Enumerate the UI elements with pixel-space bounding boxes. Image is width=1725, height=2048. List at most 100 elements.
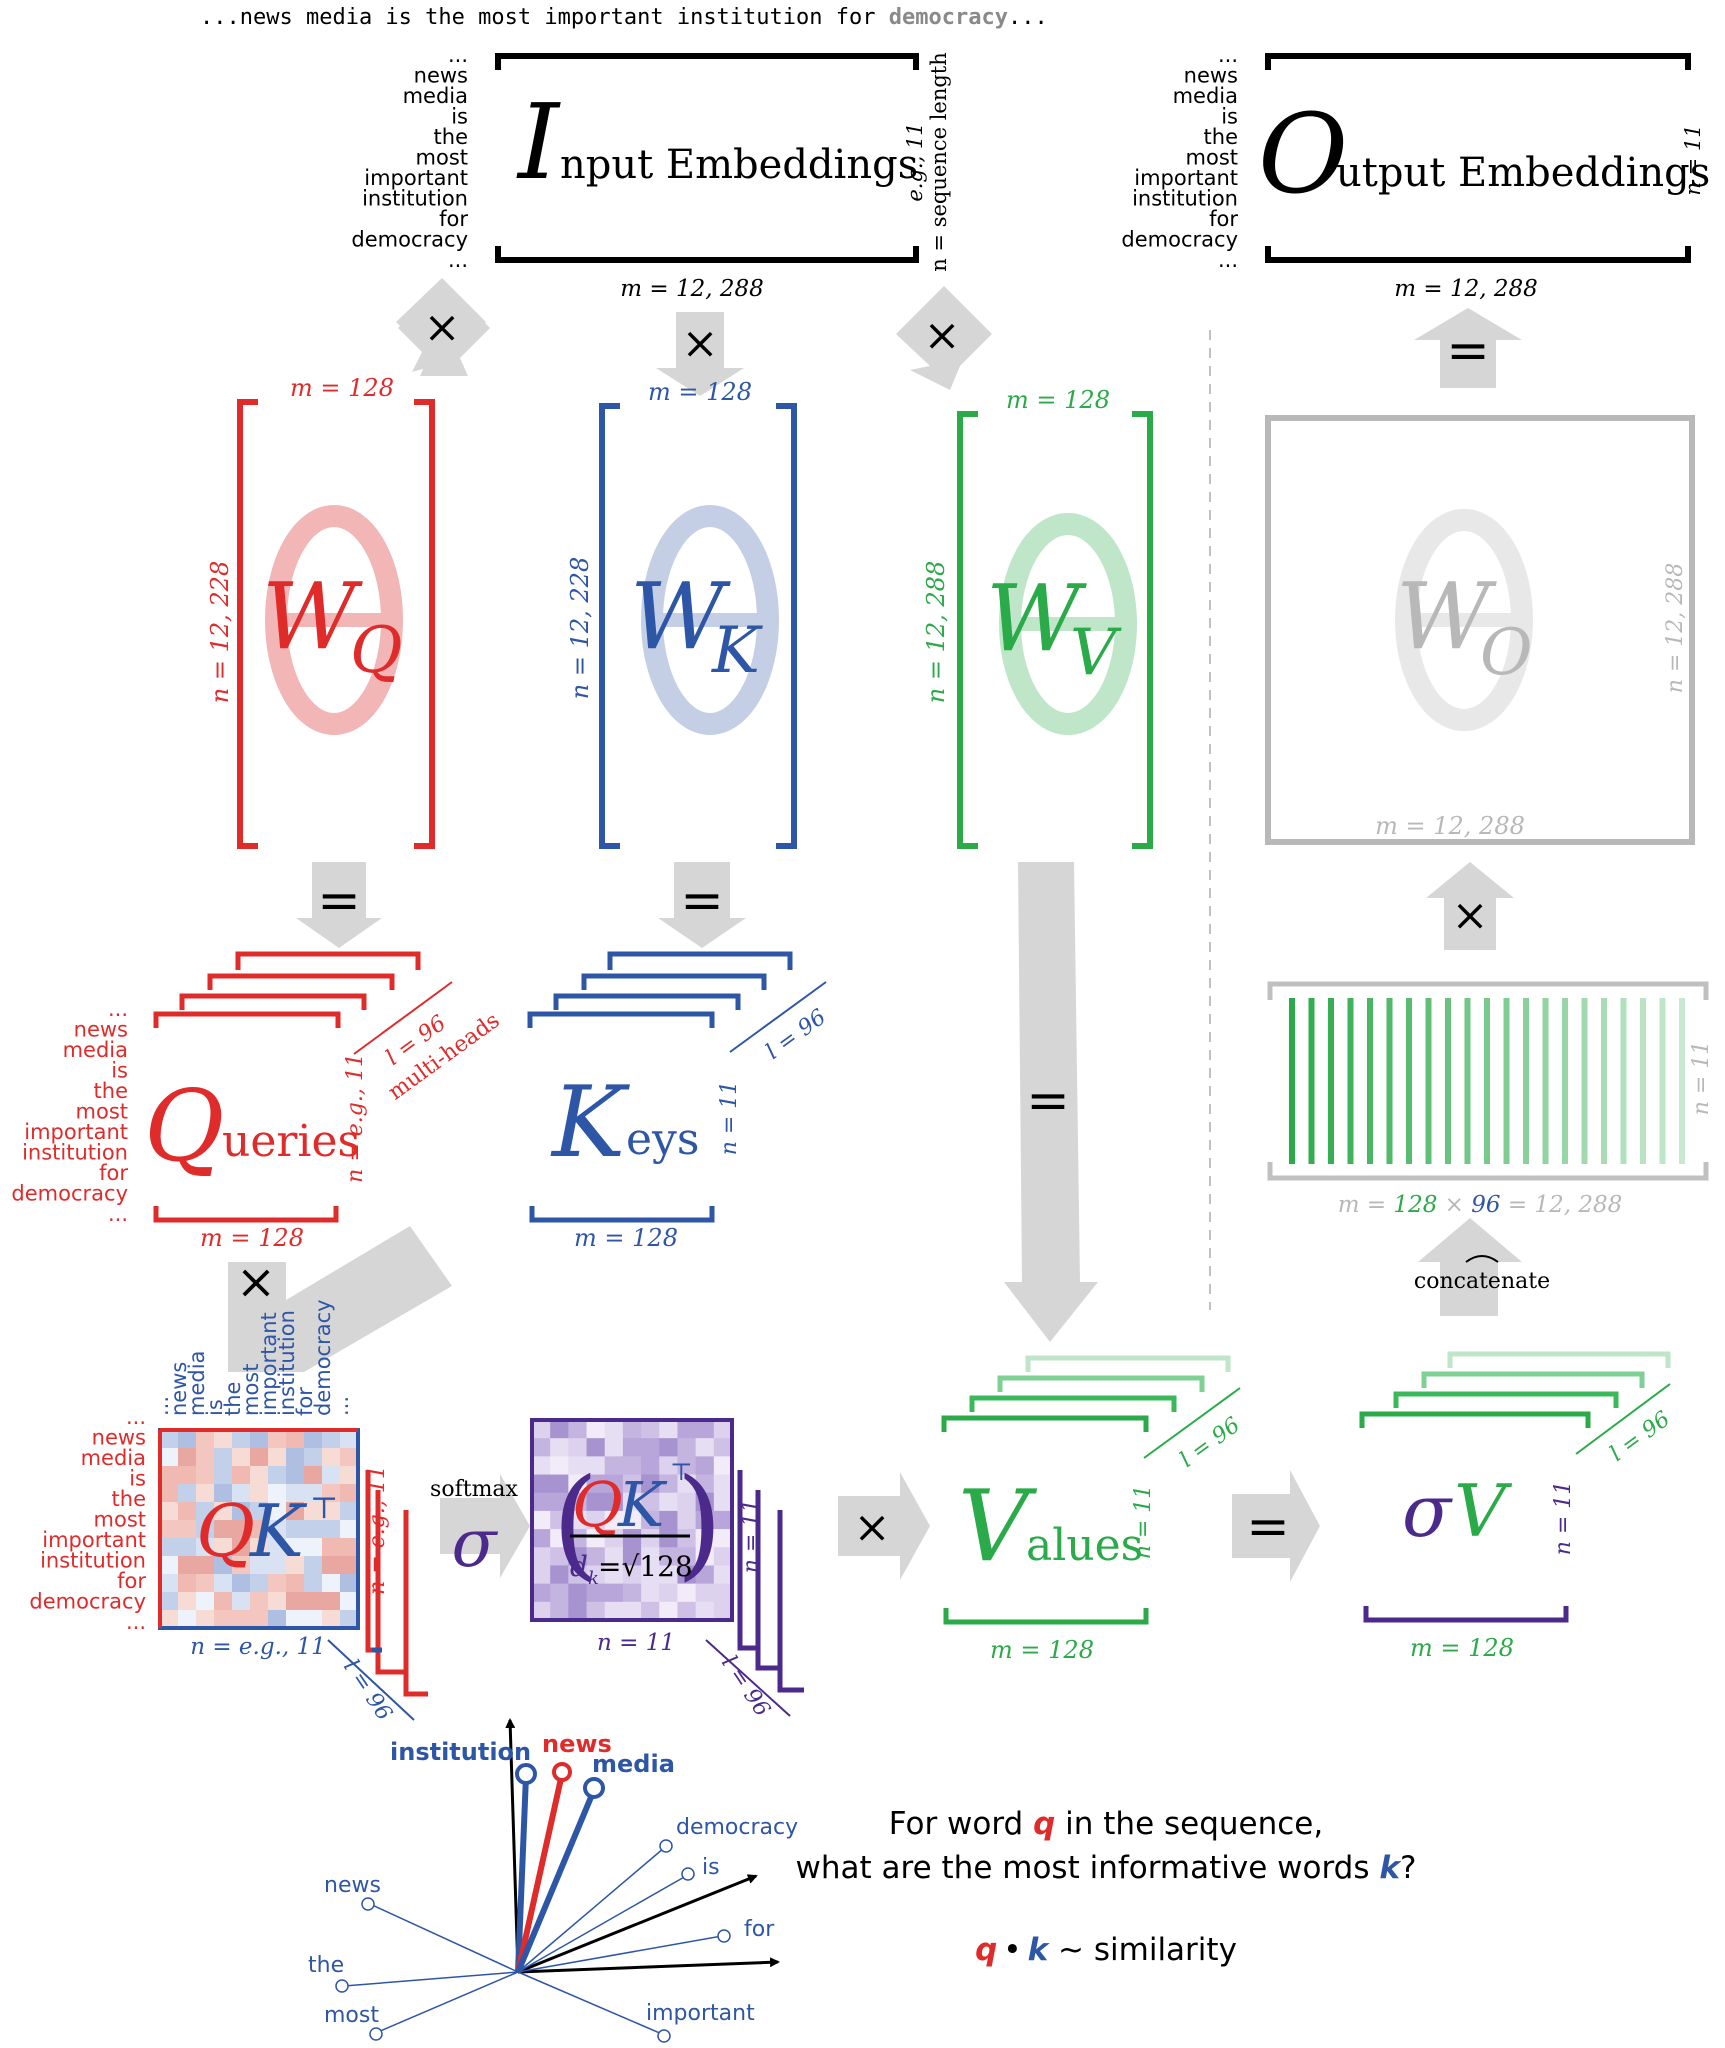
heatmap-cell xyxy=(250,1538,269,1557)
svg-text:K: K xyxy=(550,1066,630,1180)
heatmap-cell xyxy=(532,1601,551,1621)
heatmap-cell xyxy=(196,1574,215,1593)
wv-matrix: W V m = 128 n = 12, 288 xyxy=(922,386,1153,849)
heatmap-cell xyxy=(178,1538,197,1557)
heatmap-cell xyxy=(695,1420,715,1439)
token-label: the xyxy=(1204,125,1238,149)
heatmap-cell xyxy=(286,1574,305,1593)
heatmap-cell xyxy=(340,1610,359,1629)
equals-arrow-v: = xyxy=(1004,862,1098,1342)
heatmap-cell xyxy=(160,1538,179,1557)
heatmap-cell xyxy=(322,1466,341,1485)
token-label: media xyxy=(63,1038,128,1062)
keys-dim-l: l = 96 xyxy=(762,1005,831,1065)
vector-label-the: the xyxy=(308,1953,344,1978)
token-label: most xyxy=(76,1100,128,1124)
heatmap-cell xyxy=(568,1438,588,1457)
heatmap-cell xyxy=(695,1492,715,1512)
heatmap-cell xyxy=(659,1420,678,1439)
token-label: the xyxy=(94,1079,128,1103)
sigmav-dim-l: l = 96 xyxy=(1606,1407,1675,1467)
heatmap-cell xyxy=(286,1430,305,1449)
token-label: media xyxy=(1173,84,1238,108)
heatmap-cell xyxy=(232,1538,251,1557)
svg-text:alues: alues xyxy=(1026,1520,1143,1571)
heatmap-cell xyxy=(286,1610,305,1629)
equals-arrow-k: = xyxy=(658,862,746,948)
token-label: is xyxy=(1221,105,1238,129)
token-label: media xyxy=(185,1351,209,1416)
heatmap-cell xyxy=(286,1484,305,1503)
heatmap-cell xyxy=(641,1420,660,1439)
heatmap-cell xyxy=(286,1448,305,1467)
heatmap-cell xyxy=(677,1420,697,1439)
heatmap-cell xyxy=(695,1565,715,1585)
caption-similarity: q • k ~ similarity xyxy=(975,1932,1237,1968)
heatmap-cell xyxy=(214,1574,233,1593)
heatmap-cell xyxy=(532,1456,551,1476)
heatmap-cell xyxy=(160,1430,179,1449)
heatmap-cell xyxy=(250,1466,269,1485)
heatmap-cell xyxy=(550,1547,569,1566)
times-arrow-k: × xyxy=(656,312,744,396)
heatmap-cell xyxy=(304,1520,323,1539)
token-label: ... xyxy=(108,997,128,1021)
heatmap-cell xyxy=(304,1538,323,1557)
values-stack: V alues m = 128 n = 11 l = 96 xyxy=(941,1355,1245,1664)
heatmap-cell xyxy=(677,1565,697,1585)
heatmap-cell xyxy=(641,1492,660,1512)
concatenated-heads: m = 128 × 96 = 12, 288 n = 11 xyxy=(1267,981,1714,1218)
values-dim-m: m = 128 xyxy=(990,1636,1094,1664)
heatmap-cell xyxy=(641,1583,660,1603)
token-label: ... xyxy=(126,1405,146,1429)
heatmap-cell xyxy=(532,1492,551,1512)
heatmap-cell xyxy=(604,1456,624,1476)
heatmap-cell xyxy=(695,1510,715,1530)
heatmap-cell xyxy=(196,1520,215,1539)
heatmap-cell xyxy=(196,1556,215,1575)
wk-dim-n: n = 12, 228 xyxy=(566,557,594,699)
heatmap-cell xyxy=(550,1529,569,1548)
heatmap-cell xyxy=(196,1592,215,1611)
softmax-label: softmax xyxy=(430,1477,518,1502)
input-embeddings-bracket xyxy=(495,53,919,263)
heatmap-cell xyxy=(659,1492,678,1512)
heatmap-cell xyxy=(586,1456,606,1476)
token-label: democracy xyxy=(11,1182,128,1206)
svg-text:Q: Q xyxy=(196,1489,255,1573)
token-label: most xyxy=(239,1364,263,1416)
heatmap-cell xyxy=(268,1538,287,1557)
svg-text:Q: Q xyxy=(350,614,402,688)
wv-dim-m: m = 128 xyxy=(1006,386,1110,414)
heatmap-cell xyxy=(641,1474,660,1494)
heatmap-cell xyxy=(550,1474,569,1494)
qkt-row-tokens: ...newsmediaisthemostimportantinstitutio… xyxy=(29,1405,146,1634)
keys-dim-n: n = 11 xyxy=(717,1081,742,1156)
token-label: the xyxy=(434,125,468,149)
heatmap-cell xyxy=(322,1430,341,1449)
input-dim-m: m = 12, 288 xyxy=(620,276,764,302)
heatmap-cell xyxy=(568,1547,588,1566)
heatmap-cell xyxy=(568,1529,588,1548)
heatmap-cell xyxy=(677,1492,697,1512)
equals-icon: = xyxy=(680,871,724,931)
values-dim-l: l = 96 xyxy=(1176,1413,1245,1473)
heatmap-cell xyxy=(322,1592,341,1611)
heatmap-cell xyxy=(677,1529,697,1548)
heatmap-cell xyxy=(550,1420,569,1439)
token-label: media xyxy=(403,84,468,108)
heatmap-cell xyxy=(232,1574,251,1593)
heatmap-cell xyxy=(568,1601,588,1621)
heatmap-cell xyxy=(713,1601,733,1621)
heatmap-cell xyxy=(568,1583,588,1603)
input-dim-n-example: e.g., 11 xyxy=(903,122,927,201)
token-label: for xyxy=(439,207,468,231)
heatmap-cell xyxy=(214,1592,233,1611)
heatmap-cell xyxy=(622,1456,642,1476)
sigmav-dim-m: m = 128 xyxy=(1410,1634,1514,1662)
heatmap-cell xyxy=(340,1430,359,1449)
heatmap-cell xyxy=(232,1502,251,1521)
heatmap-cell xyxy=(286,1556,305,1575)
heatmap-cell xyxy=(340,1574,359,1593)
vector-label-for: for xyxy=(744,1917,775,1942)
